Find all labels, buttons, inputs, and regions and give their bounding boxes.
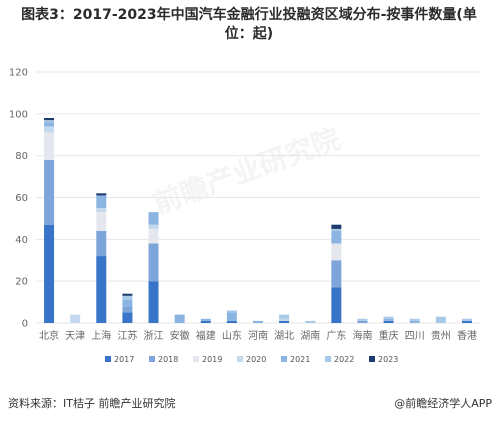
y-tick-label: 80 — [15, 151, 28, 162]
bar-segment — [331, 287, 342, 323]
x-tick-label: 贵州 — [431, 329, 451, 342]
bar-segment — [122, 299, 133, 307]
bar-segment — [357, 320, 368, 323]
bar-segment — [383, 318, 394, 321]
bar-segment — [279, 314, 290, 319]
bar-segment — [122, 312, 133, 323]
bar-segment — [226, 310, 237, 313]
bar-segment — [44, 159, 55, 225]
bar-segment — [148, 212, 159, 225]
bar-segment — [70, 314, 81, 323]
bar-segment — [279, 320, 290, 323]
bar-segment — [44, 118, 55, 121]
stacked-bar-chart: 前瞻产业研究院 0 20 40 60 80 100 120 北京 天津 上海 江苏 浙江 安徽 福建 山东 河南… — [9, 68, 480, 364]
legend-swatch — [105, 356, 111, 362]
x-tick-label: 山东 — [222, 329, 242, 342]
bar-segment — [200, 318, 211, 321]
legend-swatch — [369, 356, 375, 362]
legend-swatch — [325, 356, 331, 362]
bar-segment — [96, 193, 107, 196]
legend-label: 2018 — [158, 355, 178, 364]
bar-segment — [96, 230, 107, 257]
bar-segment — [174, 314, 185, 323]
bar-segment — [331, 228, 342, 231]
bar-segment — [44, 132, 55, 160]
bar-segment — [44, 224, 55, 323]
x-tick-label: 上海 — [91, 329, 111, 342]
legend-label: 2023 — [378, 355, 398, 364]
chart-title: 图表3：2017-2023年中国汽车金融行业投融资区域分布-按事件数量(单位：起… — [21, 7, 477, 42]
bar-segment — [96, 195, 107, 208]
legend-swatch — [281, 356, 287, 362]
bar-segment — [331, 230, 342, 244]
brand-credit: @前瞻经济学人APP — [394, 397, 492, 410]
chart-area: 前瞻产业研究院 0 20 40 60 80 100 120 北京 天津 上海 江苏 浙江 安徽 福建 山东 河南… — [0, 50, 498, 390]
bar-segment — [409, 320, 420, 323]
legend-label: 2020 — [246, 355, 266, 364]
bar-segment — [44, 122, 55, 127]
bar-segment — [331, 224, 342, 229]
x-tick-label: 广东 — [326, 329, 346, 342]
bar-segment — [409, 318, 420, 321]
x-tick-label: 海南 — [352, 329, 372, 342]
bar-segment — [435, 316, 446, 323]
x-tick-label: 香港 — [457, 330, 477, 342]
bar-segment — [226, 320, 237, 323]
x-tick-label: 河南 — [248, 329, 268, 342]
x-tick-label: 福建 — [196, 329, 216, 342]
bar-segment — [148, 224, 159, 229]
legend-label: 2019 — [202, 355, 222, 364]
bar-segment — [148, 243, 159, 282]
bar-segment — [122, 306, 133, 313]
bar-segment — [357, 318, 368, 321]
x-tick-label: 北京 — [39, 329, 59, 342]
bar-segment — [96, 207, 107, 213]
bar-segment — [461, 320, 472, 323]
watermark-text: 前瞻产业研究院 — [149, 122, 344, 220]
bar-segment — [44, 126, 55, 133]
y-tick-label: 120 — [9, 68, 28, 79]
bar-segment — [96, 256, 107, 323]
bar-segment — [305, 320, 316, 323]
y-tick-label: 0 — [22, 319, 28, 330]
legend-label: 2022 — [334, 355, 354, 364]
legend-swatch — [237, 356, 243, 362]
x-tick-label: 湖南 — [300, 329, 320, 342]
bar-segment — [383, 320, 394, 323]
bar-segment — [383, 316, 394, 319]
legend-label: 2017 — [114, 355, 134, 364]
y-tick-label: 20 — [15, 277, 28, 288]
bar-segment — [226, 312, 237, 321]
x-tick-label: 天津 — [65, 330, 85, 342]
legend-label: 2021 — [290, 355, 310, 364]
y-tick-label: 100 — [9, 109, 28, 120]
bar-segment — [461, 318, 472, 321]
bar-segment — [122, 295, 133, 300]
bar-segment — [44, 120, 55, 123]
bar-segment — [279, 318, 290, 321]
legend-swatch — [149, 356, 155, 362]
bar-segment — [253, 320, 263, 323]
bar-segment — [122, 293, 133, 296]
x-tick-label: 四川 — [405, 331, 425, 342]
x-tick-label: 浙江 — [144, 330, 164, 342]
bar-segment — [331, 243, 342, 261]
source-note: 资料来源：IT桔子 前瞻产业研究院 — [8, 397, 176, 410]
x-tick-label: 湖北 — [274, 330, 294, 342]
bar-segment — [96, 212, 107, 231]
legend-swatch — [193, 356, 199, 362]
bar-segment — [148, 281, 159, 323]
x-tick-label: 重庆 — [379, 329, 399, 342]
bar-segment — [148, 228, 159, 244]
x-tick-label: 江苏 — [117, 329, 137, 342]
bar-segment — [331, 260, 342, 288]
x-tick-label: 安徽 — [170, 329, 190, 342]
y-tick-label: 60 — [15, 193, 28, 204]
y-tick-label: 40 — [15, 235, 28, 246]
bar-segment — [200, 320, 211, 323]
